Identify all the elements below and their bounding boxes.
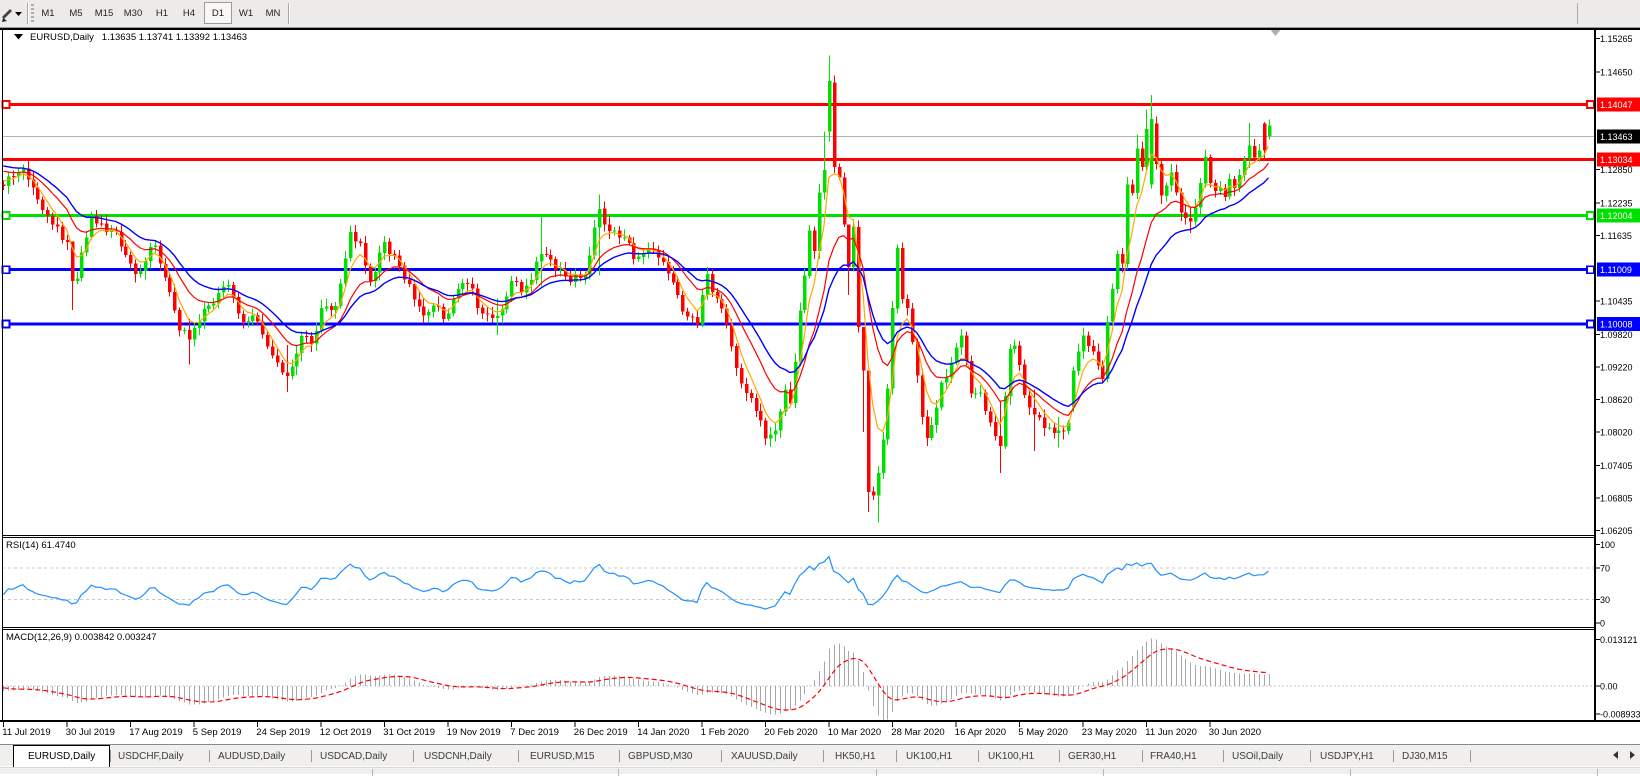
svg-text:5 May 2020: 5 May 2020 (1018, 727, 1068, 738)
svg-text:1.11009: 1.11009 (1600, 265, 1632, 275)
svg-text:1.12850: 1.12850 (1600, 165, 1633, 175)
svg-text:0.013121: 0.013121 (1600, 635, 1638, 645)
svg-text:31 Oct 2019: 31 Oct 2019 (383, 727, 435, 738)
svg-text:1.10008: 1.10008 (1600, 320, 1633, 330)
svg-text:0.00: 0.00 (1600, 682, 1618, 692)
svg-text:30: 30 (1600, 595, 1610, 605)
svg-text:30 Jun 2020: 30 Jun 2020 (1209, 727, 1261, 738)
svg-text:26 Dec 2019: 26 Dec 2019 (574, 727, 628, 738)
svg-text:RSI(14) 61.4740: RSI(14) 61.4740 (6, 540, 76, 551)
svg-text:24 Sep 2019: 24 Sep 2019 (256, 727, 310, 738)
svg-text:1.10435: 1.10435 (1600, 296, 1633, 306)
svg-text:23 May 2020: 23 May 2020 (1082, 727, 1137, 738)
svg-text:1 Feb 2020: 1 Feb 2020 (701, 727, 749, 738)
svg-text:5 Sep 2019: 5 Sep 2019 (193, 727, 242, 738)
svg-text:11 Jun 2020: 11 Jun 2020 (1145, 727, 1197, 738)
svg-text:1.06205: 1.06205 (1600, 526, 1633, 536)
svg-text:1.13034: 1.13034 (1600, 155, 1633, 165)
svg-text:10 Mar 2020: 10 Mar 2020 (828, 727, 881, 738)
svg-text:1.12235: 1.12235 (1600, 199, 1633, 209)
svg-text:12 Oct 2019: 12 Oct 2019 (320, 727, 372, 738)
svg-text:1.12004: 1.12004 (1600, 211, 1633, 221)
svg-text:1.07405: 1.07405 (1600, 461, 1633, 471)
svg-text:-0.008933: -0.008933 (1600, 710, 1640, 720)
svg-text:11 Jul 2019: 11 Jul 2019 (2, 727, 50, 738)
svg-text:70: 70 (1600, 564, 1610, 574)
svg-text:EURUSD,Daily 1.13635 1.13741: EURUSD,Daily 1.13635 1.13741 1.13392 1.1… (30, 32, 247, 43)
svg-text:0: 0 (1600, 618, 1605, 628)
svg-text:20 Feb 2020: 20 Feb 2020 (764, 727, 817, 738)
svg-text:14 Jan 2020: 14 Jan 2020 (637, 727, 689, 738)
svg-text:30 Jul 2019: 30 Jul 2019 (66, 727, 115, 738)
svg-text:16 Apr 2020: 16 Apr 2020 (955, 727, 1006, 738)
svg-text:19 Nov 2019: 19 Nov 2019 (447, 727, 501, 738)
svg-text:1.14047: 1.14047 (1600, 100, 1633, 110)
svg-text:7 Dec 2019: 7 Dec 2019 (510, 727, 559, 738)
svg-text:MACD(12,26,9) 0.003842 0.00324: MACD(12,26,9) 0.003842 0.003247 (6, 632, 157, 643)
svg-text:1.15265: 1.15265 (1600, 34, 1633, 44)
svg-text:28 Mar 2020: 28 Mar 2020 (891, 727, 944, 738)
svg-text:100: 100 (1600, 540, 1615, 550)
svg-text:1.08620: 1.08620 (1600, 395, 1633, 405)
svg-text:1.09820: 1.09820 (1600, 330, 1633, 340)
svg-text:1.08020: 1.08020 (1600, 428, 1633, 438)
svg-text:1.09220: 1.09220 (1600, 362, 1633, 372)
svg-text:1.14650: 1.14650 (1600, 67, 1633, 77)
svg-text:1.11635: 1.11635 (1600, 231, 1632, 241)
svg-text:1.13463: 1.13463 (1600, 132, 1633, 142)
svg-text:17 Aug 2019: 17 Aug 2019 (129, 727, 182, 738)
svg-text:1.06805: 1.06805 (1600, 494, 1633, 504)
